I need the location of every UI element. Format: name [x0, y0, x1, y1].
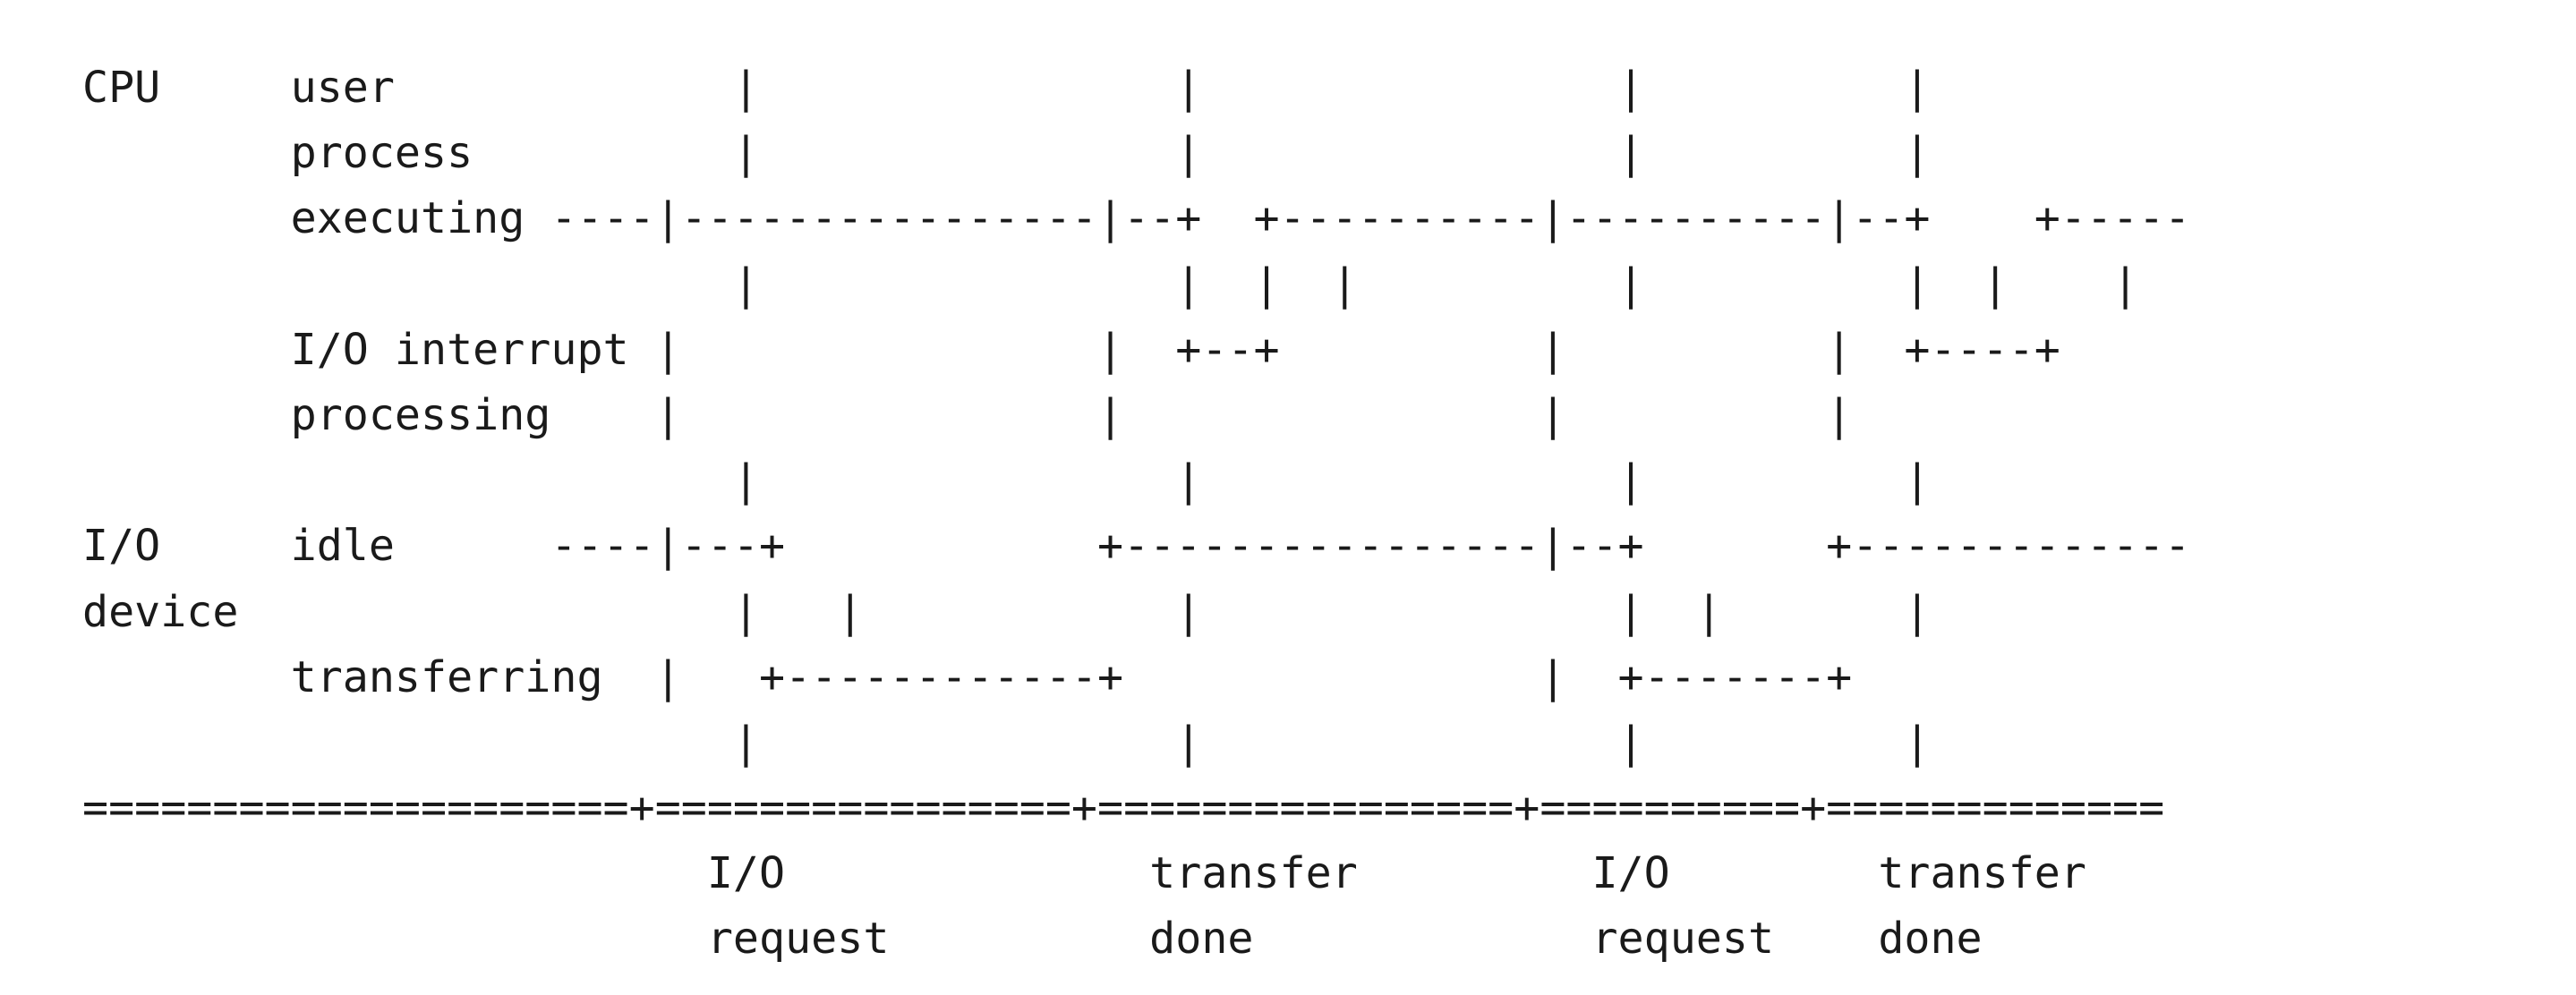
diagram-line-lower-spacer: | | | | [82, 717, 1931, 768]
diagram-line-io-interrupt: I/O interrupt | | +--+ | | +----+ [82, 324, 2060, 375]
diagram-line-cpu-transition: | | | | | | | | [82, 259, 2139, 310]
cpu-io-timing-diagram: CPU user | | | | process | | | | executi… [82, 55, 2499, 964]
diagram-event-labels-bottom: request done request done [82, 914, 1983, 965]
diagram-line-process: process | | | | [82, 128, 1931, 179]
diagram-line-executing: executing ----|----------------|--+ +---… [82, 193, 2191, 244]
diagram-line-device: device | | | | | | [82, 586, 1931, 637]
diagram-line-transferring: transferring | +------------+ | +-------… [82, 651, 1853, 702]
diagram-timeline-axis: =====================+================+=… [82, 783, 2165, 834]
diagram-line-spacer: | | | | [82, 455, 1931, 506]
diagram-line-cpu-user: CPU user | | | | [82, 63, 1931, 113]
diagram-line-processing: processing | | | | [82, 389, 1853, 440]
diagram-event-labels-top: I/O transfer I/O transfer [82, 848, 2086, 899]
diagram-ascii-art: CPU user | | | | process | | | | executi… [82, 55, 2499, 973]
diagram-line-io-idle: I/O idle ----|---+ +----------------|--+… [82, 521, 2191, 572]
